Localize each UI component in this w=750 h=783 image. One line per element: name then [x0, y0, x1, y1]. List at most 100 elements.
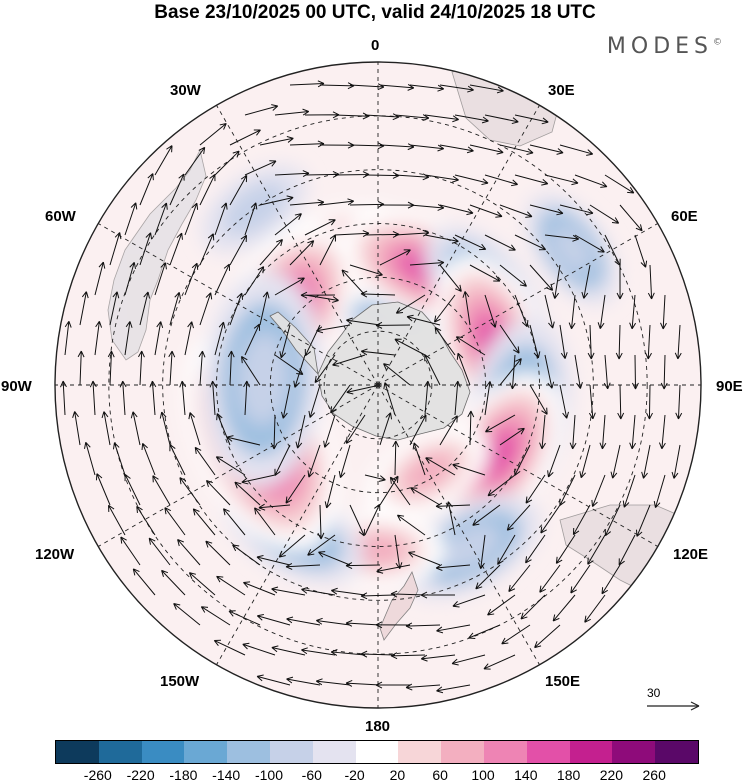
wind-arrow	[226, 435, 261, 446]
wind-arrow	[405, 622, 441, 630]
wind-arrow	[591, 474, 606, 507]
wind-arrow	[485, 414, 516, 433]
wind-arrow	[258, 503, 291, 511]
wind-arrow	[599, 414, 607, 450]
wind-arrow	[658, 414, 666, 450]
wind-arrow	[604, 234, 621, 266]
wind-arrow	[525, 534, 546, 564]
anomaly-contour	[349, 534, 407, 566]
wind-arrow	[435, 564, 471, 571]
wind-arrow	[434, 326, 456, 356]
anomaly-contour	[402, 452, 455, 492]
colorbar-swatch	[483, 741, 527, 763]
wind-arrow	[161, 569, 186, 596]
wind-arrow	[360, 592, 396, 600]
wind-arrow	[168, 350, 176, 386]
wind-arrow	[629, 294, 637, 330]
colorbar-swatch	[569, 741, 613, 763]
wind-arrow	[244, 202, 258, 236]
wind-arrow	[304, 294, 339, 303]
wind-arrow	[198, 350, 206, 386]
wind-arrow	[508, 564, 531, 593]
wind-arrow	[499, 204, 533, 218]
wind-arrow	[499, 324, 520, 354]
latitude-circle	[269, 276, 487, 494]
wind-arrow	[79, 291, 89, 326]
wind-arrow	[364, 474, 386, 482]
wind-arrow	[304, 219, 336, 236]
wind-arrow	[124, 261, 137, 296]
wind-arrow	[200, 606, 231, 626]
wind-arrow	[410, 487, 441, 506]
wind-arrow	[420, 591, 456, 599]
wind-arrow	[454, 174, 489, 186]
wind-arrow	[375, 321, 411, 329]
wind-arrow	[424, 114, 459, 123]
wind-arrow	[506, 504, 531, 531]
wind-arrow	[184, 202, 199, 236]
wind-arrow	[574, 354, 583, 389]
wind-arrow	[529, 264, 554, 291]
wind-arrow	[587, 534, 606, 565]
colorbar	[55, 740, 699, 764]
wind-arrow	[94, 261, 106, 296]
wind-arrow	[629, 414, 637, 450]
wind-arrow	[243, 581, 276, 596]
latitude-circle	[162, 169, 594, 601]
wind-arrow	[587, 324, 595, 360]
colorbar-swatch	[526, 741, 570, 763]
colorbar-swatch	[269, 741, 313, 763]
wind-arrow	[376, 564, 411, 574]
wind-arrow	[484, 174, 518, 187]
wind-arrow	[484, 234, 516, 251]
wind-arrow	[529, 144, 564, 155]
wind-arrow	[574, 234, 605, 253]
wind-arrow	[544, 234, 580, 242]
wind-arrow	[631, 354, 639, 390]
wind-arrow	[278, 534, 306, 558]
meridian-line	[377, 384, 658, 547]
wind-arrow	[478, 534, 486, 570]
wind-arrow	[439, 84, 474, 93]
wind-arrow	[318, 551, 351, 566]
wind-arrow	[390, 652, 426, 660]
colorbar-tick-label: 100	[471, 767, 495, 783]
wind-arrow	[579, 444, 591, 479]
wind-arrow	[394, 338, 426, 356]
colorbar-tick-label: 60	[432, 767, 448, 783]
wind-arrow	[559, 384, 569, 419]
lon-label-120w: 120W	[35, 546, 75, 563]
wind-arrow	[338, 444, 351, 478]
wind-arrow	[319, 198, 355, 206]
wind-arrow	[509, 354, 517, 390]
wind-arrow	[610, 444, 621, 479]
wind-arrow	[408, 551, 441, 566]
wind-arrow	[341, 269, 366, 296]
wind-arrow	[216, 575, 246, 596]
wind-arrow	[452, 463, 486, 476]
wind-arrow	[424, 174, 459, 183]
wind-arrow	[214, 263, 231, 296]
wind-arrow	[349, 264, 383, 277]
wind-arrow	[514, 114, 549, 125]
wind-arrow	[315, 678, 351, 686]
wind-arrow	[439, 204, 474, 216]
wind-arrow	[499, 427, 525, 446]
wind-arrow	[205, 479, 231, 506]
colorbar-tick-label: -100	[254, 767, 284, 783]
wind-arrow	[188, 572, 216, 596]
wind-arrow	[379, 83, 415, 91]
wind-arrow	[228, 610, 261, 626]
wind-arrow	[589, 204, 620, 224]
wind-arrow	[434, 294, 456, 323]
colorbar-tick-label: 20	[389, 767, 406, 783]
wind-arrow	[409, 414, 427, 446]
wind-arrow	[259, 291, 270, 326]
reference-vector-label: 30	[647, 686, 661, 700]
wind-arrow	[199, 122, 227, 146]
wind-arrow	[383, 363, 411, 386]
wind-arrow	[653, 474, 666, 508]
wind-arrow	[559, 204, 594, 216]
wind-arrow	[317, 504, 325, 540]
colorbar-swatch	[441, 741, 484, 763]
